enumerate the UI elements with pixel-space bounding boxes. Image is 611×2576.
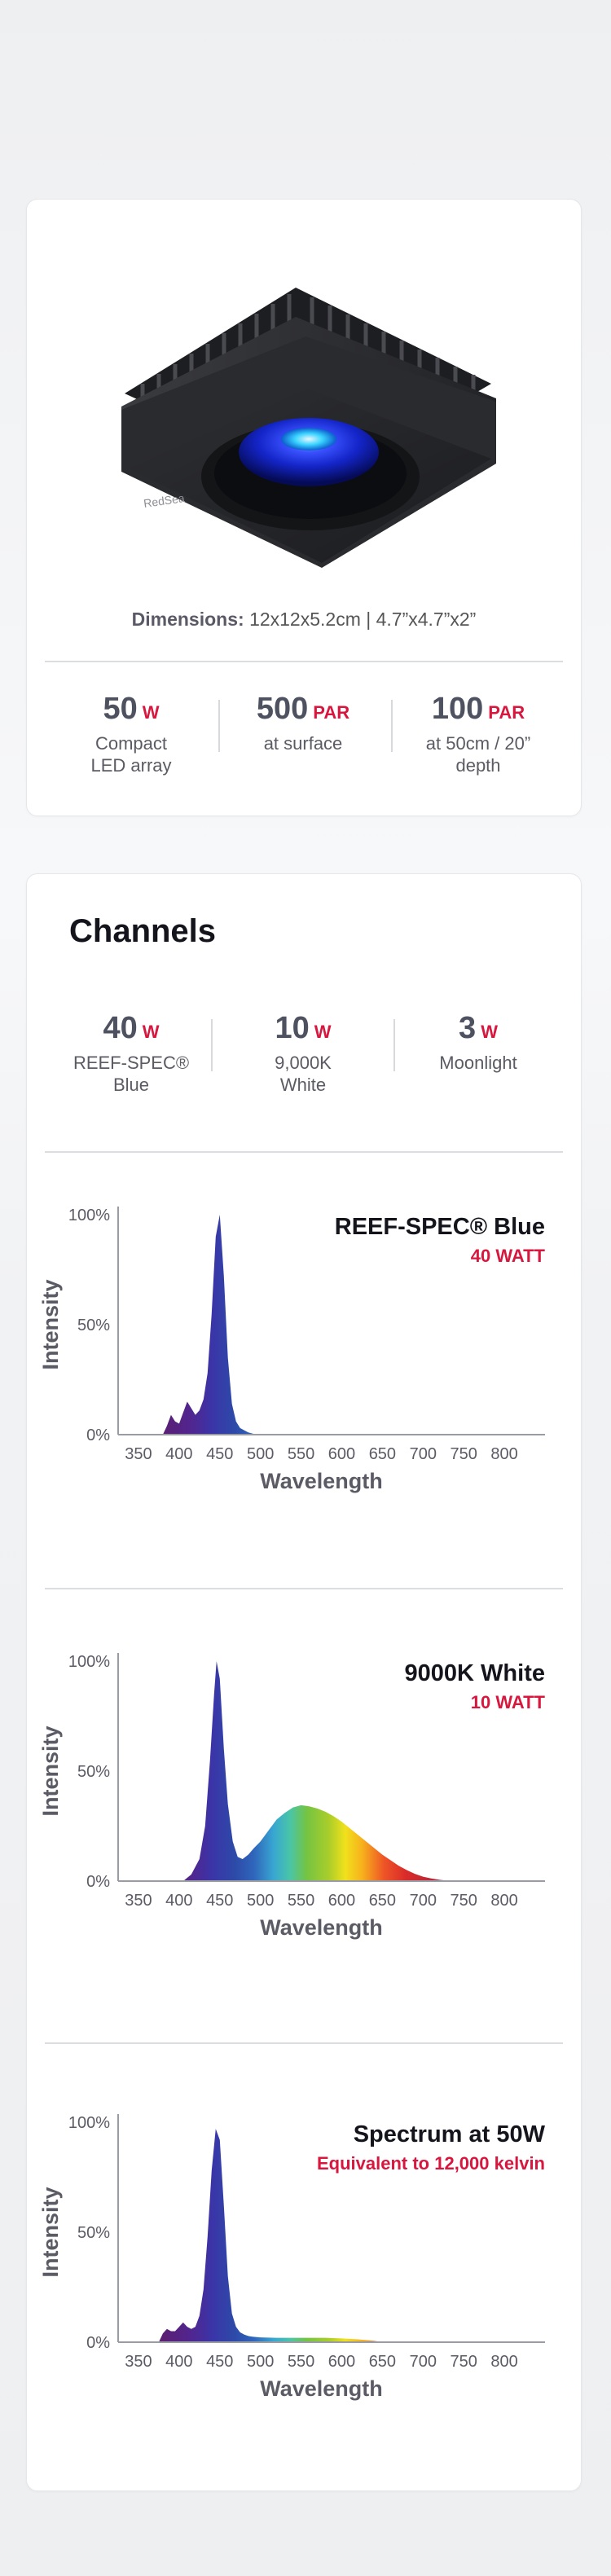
channel-label: Moonlight (439, 1053, 517, 1073)
stat-value: 500 (256, 692, 309, 726)
channels-card: Channels 40 W REEF-SPEC® Blue 10 W 9,000K … (26, 873, 582, 2491)
channel-value: 40 (103, 1011, 138, 1045)
channels-title: Channels (69, 913, 217, 949)
channel-unit: W (142, 1022, 160, 1042)
stat-label: Compact LED array (90, 733, 172, 776)
x-tick-label: 400 (165, 1445, 192, 1463)
stat-separator (218, 700, 220, 752)
x-axis-label: Wavelength (260, 1915, 383, 1940)
y-tick-label: 0% (86, 2334, 110, 2352)
product-logo: RedSea (143, 491, 186, 510)
y-axis-label: Intensity (38, 1725, 63, 1816)
divider (45, 661, 563, 662)
x-tick-label: 550 (288, 2353, 314, 2371)
divider (45, 1151, 563, 1153)
chart-title: Spectrum at 50W (354, 2121, 546, 2147)
x-tick-label: 550 (288, 1445, 314, 1463)
x-tick-label: 800 (490, 1892, 517, 1910)
y-axis-label: Intensity (38, 1279, 63, 1369)
x-tick-label: 350 (125, 2353, 152, 2371)
channel-separator (393, 1019, 395, 1071)
x-tick-label: 600 (328, 1445, 355, 1463)
x-tick-label: 600 (328, 1892, 355, 1910)
channel-label: 9,000K White (275, 1053, 332, 1095)
x-tick-label: 400 (165, 1892, 192, 1910)
stat-separator (391, 700, 393, 752)
x-tick-label: 600 (328, 2353, 355, 2371)
x-tick-label: 500 (247, 1445, 274, 1463)
spectrum-area (162, 1215, 257, 1435)
x-tick-label: 650 (369, 1892, 396, 1910)
channel-white: 10 W 9,000K White (219, 1011, 387, 1096)
x-tick-label: 450 (206, 1892, 233, 1910)
product-image: RedSea (121, 288, 496, 568)
chart-subtitle: 10 WATT (471, 1692, 546, 1712)
chart-reef-spec-blue: 0% 50% 100% 350 400 450 500 550 600 650 700 750 800 W… (38, 1207, 546, 1493)
chart-subtitle: Equivalent to 12,000 kelvin (317, 2153, 545, 2174)
channel-separator (211, 1019, 213, 1071)
chart-9000k-white: 0% 50% 100% 350 400 450 500 550 600 650 700 750 800 W… (38, 1653, 546, 1940)
stat-label: at 50cm / 20” depth (425, 733, 531, 776)
stat-power: 50 W Compact LED array (45, 692, 218, 776)
x-tick-label: 550 (288, 1892, 314, 1910)
x-axis-label: Wavelength (260, 1469, 383, 1493)
y-tick-label: 0% (86, 1873, 110, 1891)
x-axis-label: Wavelength (260, 2376, 383, 2401)
y-tick-label: 100% (68, 1653, 110, 1671)
stat-par-depth: 100 PAR at 50cm / 20” depth (392, 692, 565, 776)
x-tick-label: 750 (451, 2353, 477, 2371)
x-tick-label: 700 (410, 1445, 437, 1463)
spectrum-area (158, 2129, 383, 2342)
chart-title: REEF-SPEC® Blue (335, 1214, 545, 1240)
x-tick-label: 800 (490, 2353, 517, 2371)
stat-unit: W (142, 702, 160, 723)
product-card: RedSea Dimensions: 12x12x5.2cm | 4.7”x4.… (26, 199, 582, 816)
channel-value: 3 (459, 1011, 477, 1045)
x-tick-label: 650 (369, 1445, 396, 1463)
y-tick-label: 50% (77, 1317, 110, 1334)
x-tick-label: 800 (490, 1445, 517, 1463)
dimensions-text: Dimensions: 12x12x5.2cm | 4.7”x4.7”x2” (27, 609, 581, 631)
channel-label: REEF-SPEC® Blue (73, 1053, 190, 1095)
y-tick-label: 50% (77, 1763, 110, 1781)
stat-unit: PAR (313, 702, 350, 723)
x-tick-label: 750 (451, 1445, 477, 1463)
stat-value: 50 (103, 692, 138, 726)
chart-spectrum-50w: 0% 50% 100% 350 400 450 500 550 600 650 700 750 800 W… (38, 2114, 546, 2401)
dimensions-label: Dimensions: (131, 609, 244, 630)
stat-unit: PAR (488, 702, 525, 723)
y-tick-label: 100% (68, 1207, 110, 1224)
y-tick-label: 50% (77, 2224, 110, 2242)
x-tick-label: 700 (410, 2353, 437, 2371)
x-tick-label: 450 (206, 1445, 233, 1463)
spectrum-area (182, 1661, 456, 1881)
channel-unit: W (481, 1022, 498, 1042)
x-tick-label: 500 (247, 1892, 274, 1910)
x-tick-label: 750 (451, 1892, 477, 1910)
channel-blue: 40 W REEF-SPEC® Blue (45, 1011, 218, 1096)
dimensions-value: 12x12x5.2cm | 4.7”x4.7”x2” (249, 609, 477, 630)
y-tick-label: 0% (86, 1426, 110, 1444)
channel-unit: W (314, 1022, 332, 1042)
x-tick-label: 350 (125, 1892, 152, 1910)
x-tick-label: 350 (125, 1445, 152, 1463)
stat-label: at surface (263, 733, 343, 754)
divider (45, 1588, 563, 1589)
y-axis-label: Intensity (38, 2187, 63, 2277)
chart-title: 9000K White (405, 1660, 545, 1686)
stat-value: 100 (431, 692, 484, 726)
chart-subtitle: 40 WATT (471, 1246, 546, 1266)
x-tick-label: 400 (165, 2353, 192, 2371)
divider (45, 2042, 563, 2044)
x-tick-label: 700 (410, 1892, 437, 1910)
x-tick-label: 450 (206, 2353, 233, 2371)
channel-value: 10 (275, 1011, 310, 1045)
stat-par-surface: 500 PAR at surface (219, 692, 387, 754)
y-tick-label: 100% (68, 2114, 110, 2132)
x-tick-label: 650 (369, 2353, 396, 2371)
x-tick-label: 500 (247, 2353, 274, 2371)
